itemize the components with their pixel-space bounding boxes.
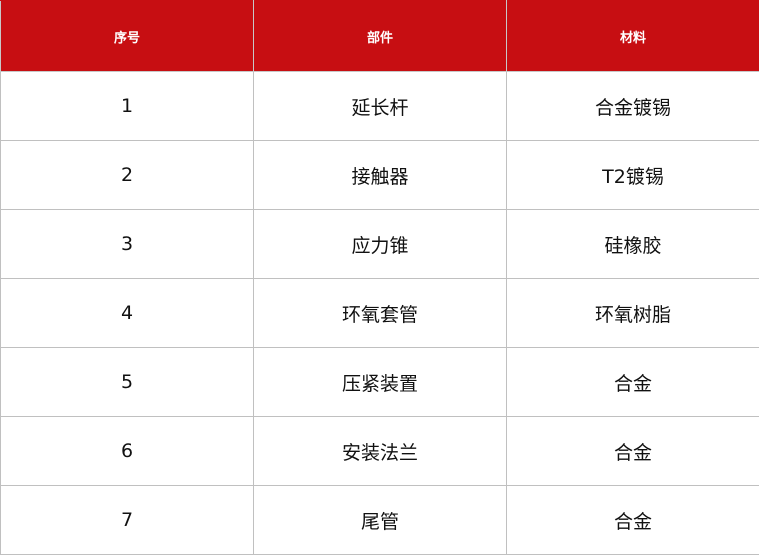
header-index: 序号 <box>0 0 254 72</box>
cell-part: 尾管 <box>253 485 507 555</box>
cell-material: 硅橡胶 <box>506 209 759 279</box>
table-row: 5 压紧装置 合金 <box>0 347 759 417</box>
cell-material: 环氧树脂 <box>506 278 759 348</box>
cell-material: 合金 <box>506 485 759 555</box>
cell-material: 合金 <box>506 416 759 486</box>
cell-index: 2 <box>0 140 254 210</box>
cell-index: 7 <box>0 485 254 555</box>
table-row: 6 安装法兰 合金 <box>0 416 759 486</box>
header-material: 材料 <box>506 0 759 72</box>
cell-index: 4 <box>0 278 254 348</box>
cell-index: 5 <box>0 347 254 417</box>
table-row: 1 延长杆 合金镀锡 <box>0 71 759 141</box>
table-row: 7 尾管 合金 <box>0 485 759 555</box>
cell-material: 合金镀锡 <box>506 71 759 141</box>
cell-part: 压紧装置 <box>253 347 507 417</box>
cell-index: 3 <box>0 209 254 279</box>
table-row: 4 环氧套管 环氧树脂 <box>0 278 759 348</box>
table-row: 2 接触器 T2镀锡 <box>0 140 759 210</box>
header-row: 序号 部件 材料 <box>0 0 759 72</box>
table-row: 3 应力锥 硅橡胶 <box>0 209 759 279</box>
cell-index: 6 <box>0 416 254 486</box>
cell-index: 1 <box>0 71 254 141</box>
header-part: 部件 <box>253 0 507 72</box>
cell-material: 合金 <box>506 347 759 417</box>
cell-part: 环氧套管 <box>253 278 507 348</box>
cell-part: 接触器 <box>253 140 507 210</box>
cell-part: 安装法兰 <box>253 416 507 486</box>
cell-material: T2镀锡 <box>506 140 759 210</box>
cell-part: 应力锥 <box>253 209 507 279</box>
cell-part: 延长杆 <box>253 71 507 141</box>
